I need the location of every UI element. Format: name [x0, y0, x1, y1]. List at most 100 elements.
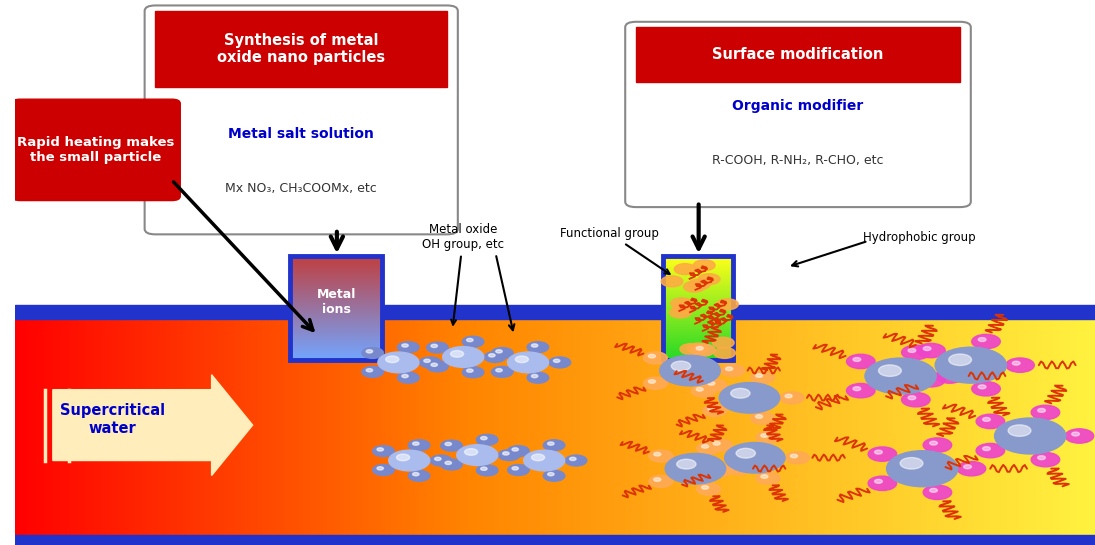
- Circle shape: [496, 368, 503, 372]
- Circle shape: [413, 442, 419, 445]
- Circle shape: [699, 274, 719, 284]
- Circle shape: [402, 374, 408, 378]
- Circle shape: [508, 446, 529, 457]
- Circle shape: [445, 443, 451, 446]
- Circle shape: [942, 372, 949, 376]
- Circle shape: [875, 480, 883, 483]
- Circle shape: [702, 486, 708, 489]
- Circle shape: [1031, 452, 1060, 467]
- Text: Metal oxide
OH group, etc: Metal oxide OH group, etc: [423, 223, 504, 325]
- Circle shape: [901, 392, 930, 407]
- Text: Organic modifier: Organic modifier: [733, 99, 864, 113]
- Circle shape: [543, 440, 565, 451]
- Circle shape: [853, 387, 861, 391]
- Circle shape: [736, 449, 756, 458]
- Circle shape: [648, 380, 656, 383]
- Circle shape: [442, 347, 484, 367]
- Circle shape: [427, 361, 448, 372]
- Bar: [15, 305, 1095, 319]
- Circle shape: [397, 372, 419, 383]
- Circle shape: [887, 451, 958, 487]
- Circle shape: [1008, 425, 1030, 437]
- Circle shape: [865, 358, 936, 394]
- Circle shape: [492, 348, 514, 359]
- Circle shape: [976, 414, 1004, 428]
- Bar: [15, 535, 1095, 545]
- Circle shape: [714, 348, 736, 359]
- Circle shape: [923, 485, 952, 500]
- Circle shape: [649, 450, 672, 462]
- Circle shape: [372, 464, 394, 475]
- Circle shape: [721, 365, 745, 377]
- Circle shape: [427, 342, 448, 353]
- Circle shape: [649, 475, 672, 487]
- Circle shape: [683, 281, 705, 292]
- Circle shape: [930, 488, 937, 492]
- Circle shape: [397, 342, 419, 353]
- Circle shape: [719, 383, 780, 413]
- Circle shape: [466, 369, 473, 372]
- Circle shape: [1031, 405, 1060, 420]
- Circle shape: [923, 376, 931, 380]
- Circle shape: [691, 385, 715, 397]
- Text: Rapid heating makes
the small particle: Rapid heating makes the small particle: [18, 136, 175, 164]
- FancyBboxPatch shape: [145, 5, 458, 234]
- Circle shape: [868, 476, 897, 490]
- Circle shape: [492, 366, 514, 377]
- Circle shape: [781, 392, 804, 404]
- Circle shape: [708, 464, 733, 476]
- Bar: [155, 11, 447, 87]
- FancyBboxPatch shape: [12, 99, 181, 201]
- Circle shape: [901, 345, 930, 360]
- Circle shape: [361, 366, 383, 377]
- Circle shape: [696, 347, 703, 350]
- Circle shape: [978, 385, 986, 389]
- Circle shape: [935, 369, 964, 383]
- Circle shape: [565, 455, 587, 466]
- Circle shape: [761, 475, 768, 479]
- FancyBboxPatch shape: [625, 22, 971, 207]
- Circle shape: [691, 344, 715, 356]
- Circle shape: [512, 467, 518, 470]
- Circle shape: [366, 368, 372, 372]
- Circle shape: [462, 336, 484, 347]
- Text: Metal
ions: Metal ions: [316, 288, 356, 317]
- Text: R-COOH, R-NH₂, R-CHO, etc: R-COOH, R-NH₂, R-CHO, etc: [712, 154, 884, 167]
- Circle shape: [548, 473, 554, 476]
- Circle shape: [948, 354, 971, 366]
- Circle shape: [660, 355, 721, 386]
- Bar: [290, 256, 382, 360]
- Text: Synthesis of metal
oxide nano particles: Synthesis of metal oxide nano particles: [217, 33, 385, 65]
- Text: Hydrophobic group: Hydrophobic group: [863, 231, 976, 244]
- Circle shape: [1072, 432, 1080, 436]
- Circle shape: [466, 338, 473, 342]
- Circle shape: [908, 396, 915, 399]
- Circle shape: [476, 434, 498, 445]
- Circle shape: [644, 352, 667, 364]
- Circle shape: [708, 439, 733, 451]
- Circle shape: [671, 361, 691, 371]
- Circle shape: [761, 434, 768, 437]
- Circle shape: [498, 450, 520, 461]
- Circle shape: [725, 443, 785, 473]
- Circle shape: [377, 467, 383, 470]
- Circle shape: [481, 437, 487, 440]
- Circle shape: [696, 442, 721, 454]
- Circle shape: [516, 356, 529, 362]
- Circle shape: [549, 357, 570, 368]
- Circle shape: [846, 384, 875, 398]
- Circle shape: [1012, 361, 1021, 365]
- Circle shape: [462, 367, 484, 378]
- Circle shape: [389, 450, 429, 471]
- Circle shape: [703, 379, 727, 391]
- Circle shape: [964, 465, 971, 469]
- Circle shape: [670, 307, 691, 318]
- Circle shape: [971, 382, 1000, 396]
- Circle shape: [372, 446, 394, 457]
- Circle shape: [707, 407, 715, 410]
- Circle shape: [543, 470, 565, 481]
- Circle shape: [523, 450, 565, 471]
- Circle shape: [507, 352, 549, 373]
- Circle shape: [994, 418, 1065, 454]
- Circle shape: [531, 454, 544, 461]
